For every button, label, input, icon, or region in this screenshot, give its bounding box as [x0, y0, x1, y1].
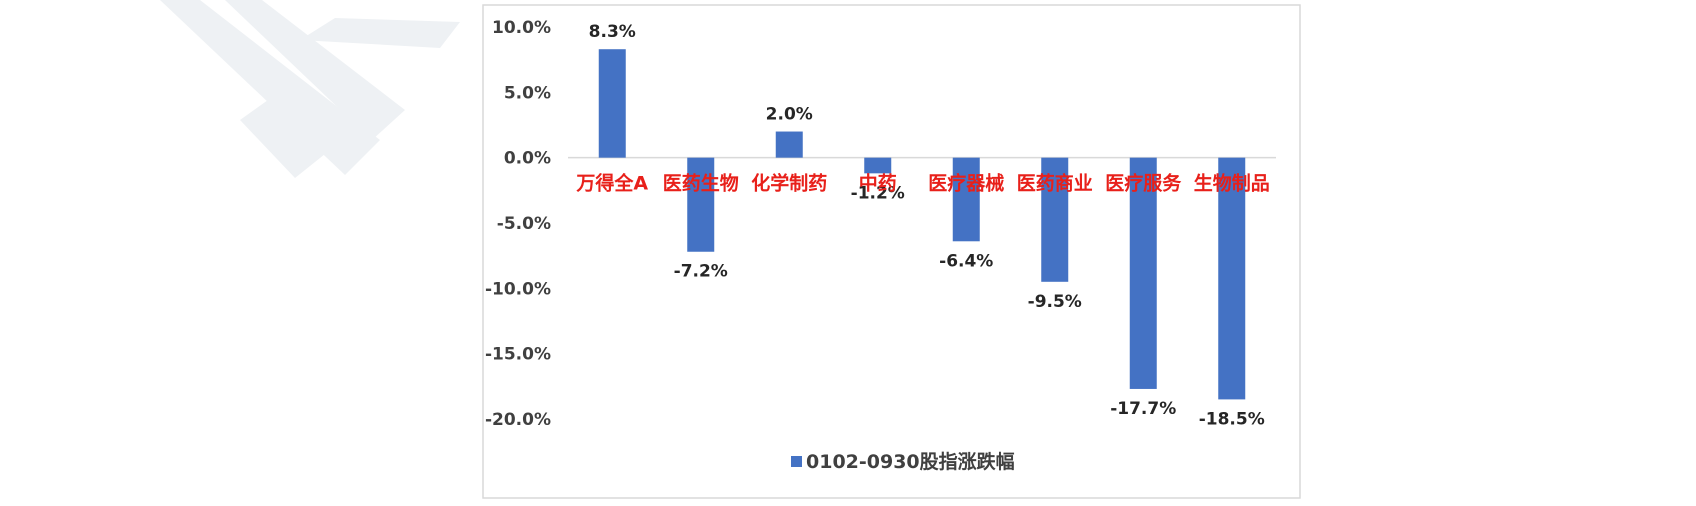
- legend: 0102-0930股指涨跌幅: [791, 450, 1015, 473]
- data-label: -17.7%: [1110, 399, 1176, 419]
- y-tick-label: -15.0%: [485, 345, 551, 365]
- watermark: [160, 0, 460, 178]
- bar: [1218, 157, 1246, 400]
- data-label: -6.4%: [939, 251, 993, 271]
- data-label: -7.2%: [674, 262, 728, 282]
- data-labels: 8.3% -7.2% 2.0% -1.2% -6.4% -9.5% -17.7% -18.5%: [589, 22, 1265, 429]
- data-label: 2.0%: [766, 105, 813, 125]
- y-tick-label: -10.0%: [485, 279, 551, 299]
- category-label: 万得全A: [575, 172, 648, 195]
- bar: [598, 49, 626, 158]
- y-tick-label: 5.0%: [504, 83, 551, 103]
- category-label: 生物制品: [1194, 172, 1270, 195]
- bar: [775, 131, 803, 158]
- y-tick-label: -5.0%: [497, 214, 551, 234]
- legend-label: 0102-0930股指涨跌幅: [806, 450, 1015, 473]
- y-axis: 10.0% 5.0% 0.0% -5.0% -10.0% -15.0% -20.0%: [485, 18, 551, 430]
- data-label: -1.2%: [851, 183, 905, 203]
- category-label: 医药生物: [663, 172, 739, 195]
- category-label: 中药: [859, 172, 897, 195]
- legend-swatch: [791, 456, 802, 467]
- chart-frame: [482, 4, 1301, 499]
- data-label: -18.5%: [1199, 409, 1265, 429]
- category-label: 医药商业: [1017, 172, 1093, 195]
- category-label: 化学制药: [751, 172, 827, 195]
- bar: [687, 157, 715, 252]
- bar: [864, 157, 892, 174]
- data-label: 8.3%: [589, 22, 636, 42]
- y-tick-label: 10.0%: [492, 18, 551, 38]
- y-tick-label: -20.0%: [485, 410, 551, 430]
- y-tick-label: 0.0%: [504, 149, 551, 169]
- category-labels: 万得全A 医药生物 化学制药 中药 医疗器械 医药商业 医疗服务 生物制品: [575, 172, 1269, 195]
- category-label: 医疗服务: [1105, 172, 1182, 195]
- bar: [1041, 157, 1069, 282]
- bars: [598, 49, 1246, 400]
- bar: [1129, 157, 1157, 389]
- data-label: -9.5%: [1028, 292, 1082, 312]
- category-label: 医疗器械: [928, 172, 1004, 195]
- bar: [952, 157, 980, 242]
